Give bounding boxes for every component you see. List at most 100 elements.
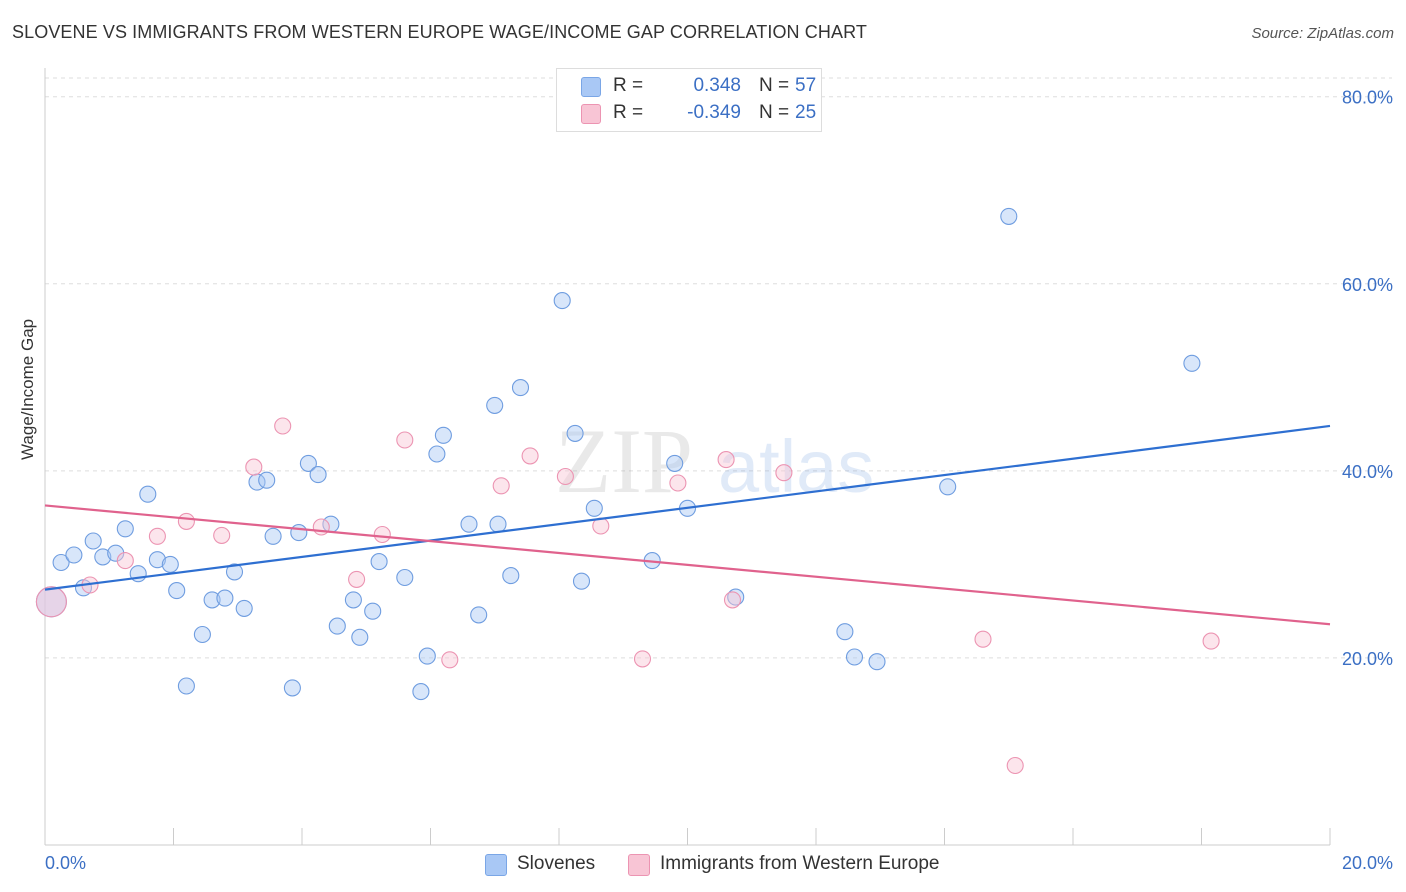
- data-point: [203, 591, 221, 609]
- data-point: [364, 602, 382, 620]
- r-value: -0.349: [687, 102, 741, 123]
- n-value: 57: [795, 75, 817, 96]
- n-label: N =: [759, 102, 790, 123]
- data-point: [213, 526, 231, 544]
- data-point: [116, 552, 134, 570]
- data-point: [727, 588, 745, 606]
- data-point: [116, 520, 134, 538]
- data-point: [489, 515, 507, 533]
- data-point: [274, 417, 292, 435]
- data-point: [412, 683, 430, 701]
- data-point: [148, 551, 166, 569]
- data-point: [370, 553, 388, 571]
- data-point: [245, 458, 263, 476]
- data-point: [1000, 207, 1018, 225]
- data-point: [939, 478, 957, 496]
- y-axis-label: Wage/Income Gap: [18, 318, 37, 460]
- data-point: [1202, 632, 1220, 650]
- data-point: [434, 426, 452, 444]
- legend-label-slovenes: Slovenes: [517, 853, 596, 874]
- data-point: [84, 532, 102, 550]
- data-point: [290, 524, 308, 542]
- data-point: [328, 617, 346, 635]
- data-point: [351, 628, 369, 646]
- data-point: [348, 570, 366, 588]
- y-tick-label: 80.0%: [1342, 88, 1393, 108]
- trend-lines: [44, 424, 1331, 626]
- data-point: [258, 471, 276, 489]
- data-point: [264, 527, 282, 545]
- x-tick-label: 20.0%: [1342, 853, 1393, 873]
- source-label: Source: ZipAtlas.com: [1251, 25, 1394, 42]
- data-point: [470, 606, 488, 624]
- legend-swatch-immigrants: [628, 854, 650, 876]
- data-point: [572, 572, 591, 590]
- legend-swatch-slovenes: [485, 854, 507, 876]
- data-point: [418, 647, 436, 665]
- series-legend: Slovenes Immigrants from Western Europe: [0, 853, 1406, 879]
- data-point: [177, 512, 195, 530]
- data-point: [553, 292, 571, 310]
- data-point: [235, 599, 253, 617]
- data-point: [299, 454, 317, 472]
- data-point: [193, 625, 211, 644]
- r-value: 0.348: [693, 75, 741, 96]
- data-point: [723, 591, 742, 609]
- data-point: [556, 467, 574, 486]
- watermark-atlas: atlas: [718, 425, 874, 508]
- data-point: [974, 630, 992, 648]
- data-point: [441, 651, 459, 669]
- data-point: [168, 582, 186, 600]
- data-point: [139, 485, 157, 503]
- data-point: [775, 464, 793, 482]
- data-point: [585, 499, 603, 517]
- trend-line: [44, 504, 1331, 626]
- legend-label-immigrants: Immigrants from Western Europe: [660, 853, 940, 874]
- trend-line: [44, 424, 1331, 591]
- data-point: [1183, 354, 1201, 372]
- data-point: [283, 679, 301, 697]
- data-point: [396, 568, 414, 587]
- data-point: [633, 650, 652, 668]
- data-point: [511, 379, 530, 397]
- data-point: [502, 567, 520, 585]
- data-point: [94, 548, 112, 566]
- data-point: [845, 648, 864, 666]
- data-point: [148, 527, 166, 545]
- stats-swatch-immigrants: [581, 104, 601, 124]
- n-value: 25: [795, 102, 817, 123]
- data-point: [52, 553, 70, 572]
- data-point: [666, 454, 684, 472]
- watermark-zip: ZIP: [555, 410, 693, 512]
- data-point: [566, 424, 584, 442]
- data-point: [428, 445, 446, 463]
- data-point: [216, 589, 234, 607]
- stats-swatch-slovenes: [581, 77, 601, 97]
- data-point: [486, 396, 504, 414]
- watermark: ZIP atlas: [555, 410, 874, 512]
- data-point: [521, 447, 539, 465]
- stats-legend: R = 0.348 N = 57 R = -0.349 N = 25: [556, 68, 822, 132]
- data-point: [1006, 756, 1024, 775]
- y-tick-label: 60.0%: [1342, 275, 1393, 295]
- data-point: [177, 677, 195, 695]
- y-tick-label: 20.0%: [1342, 649, 1393, 669]
- data-point: [396, 431, 414, 449]
- y-tick-label: 40.0%: [1342, 462, 1393, 482]
- data-point: [492, 477, 510, 495]
- data-point: [65, 546, 83, 564]
- data-point: [225, 563, 244, 581]
- r-label: R =: [613, 102, 644, 123]
- data-point: [836, 623, 854, 641]
- data-point: [35, 586, 67, 618]
- n-label: N =: [759, 75, 790, 96]
- data-point: [373, 525, 391, 544]
- chart-title: SLOVENE VS IMMIGRANTS FROM WESTERN EUROP…: [12, 22, 867, 42]
- data-point: [309, 466, 327, 484]
- data-point: [161, 555, 179, 573]
- x-tick-label: 0.0%: [45, 853, 86, 873]
- r-label: R =: [613, 75, 644, 96]
- tick-labels: 20.0% 40.0% 60.0% 80.0% 0.0% 20.0%: [45, 88, 1393, 873]
- data-point: [669, 474, 687, 492]
